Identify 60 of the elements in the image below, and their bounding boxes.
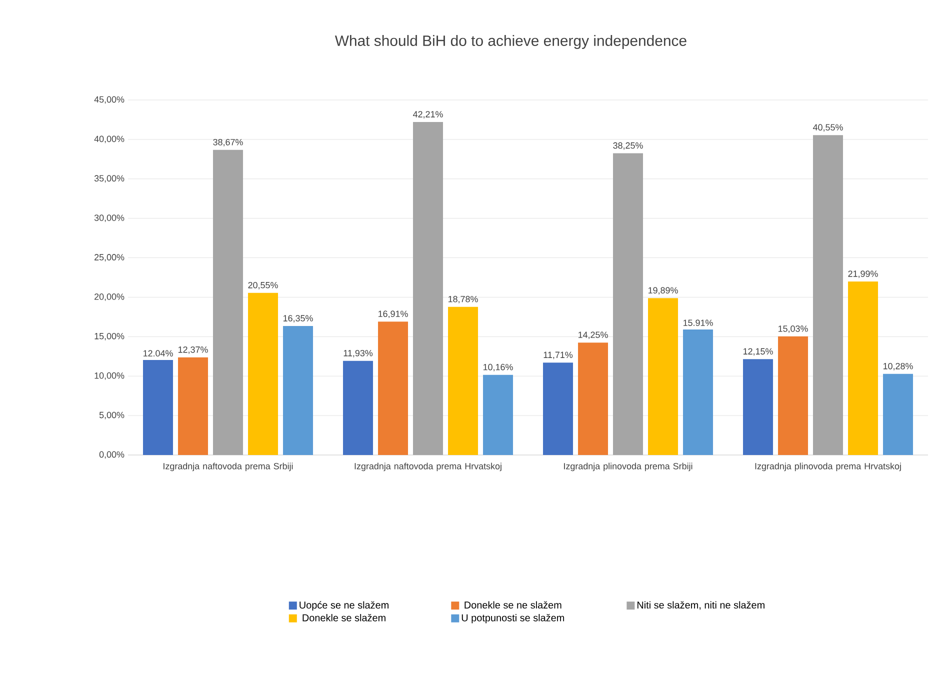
legend-label: Niti se slažem, niti ne slažem [637,601,764,610]
bar [248,292,278,455]
x-tick-label: Izgradnja naftovoda prema Hrvatskoj [354,462,502,472]
data-label: 10,16% [483,364,513,372]
bar [743,359,774,455]
y-tick-label: 15,00% [94,332,124,340]
bar [343,360,374,455]
data-label: 42,21% [413,111,443,118]
x-tick-label: Izgradnja naftovoda prema Srbiji [164,462,293,472]
data-label: 12.04% [143,350,173,356]
bar [683,329,714,455]
bar [578,342,608,455]
bar [848,282,878,455]
legend-label: U potpunosti se slažem [462,614,564,624]
data-label: 18,78% [448,296,478,304]
y-tick-label: 0,00% [99,451,124,459]
bar [543,362,574,455]
legend-label: Uopće se ne slažem [300,601,388,611]
data-label: 11,93% [344,350,373,358]
y-tick-label: 5,00% [99,412,124,420]
bar [778,336,808,455]
data-label: 16,35% [283,315,313,322]
data-label: 15,03% [778,325,808,333]
bar [413,122,444,455]
data-label: 12,15% [743,348,773,356]
bar [813,135,844,455]
data-label: 14,25% [578,332,608,340]
bar [143,360,174,455]
data-label: 40,55% [813,124,843,132]
y-tick-label: 40,00% [94,136,124,144]
data-label: 10,28% [883,362,913,370]
data-label: 20,55% [248,282,278,290]
y-tick-label: 45,00% [94,96,124,104]
bar [178,357,208,455]
bar [283,326,314,455]
x-tick-label: Izgradnja plinovoda prema Srbiji [564,462,692,472]
data-label: 11,71% [544,352,573,360]
bar [378,322,408,455]
data-label: 38,25% [613,142,643,150]
bar [648,298,678,455]
legend-label: Donekle se slažem [302,614,386,622]
data-label: 38,67% [213,138,243,146]
data-label: 15.91% [683,320,713,326]
bar [883,374,914,455]
data-label: 19,89% [648,287,678,295]
x-tick-label: Izgradnja plinovoda prema Hrvatskoj [755,462,901,472]
y-tick-label: 10,00% [94,372,124,380]
bar [448,306,478,455]
data-label: 21,99% [848,270,878,278]
y-tick-label: 35,00% [94,175,124,183]
y-tick-label: 20,00% [94,294,124,301]
data-label: 16,91% [378,310,408,318]
bar [613,153,644,455]
legend-label: Donekle se ne slažem [464,601,562,609]
y-tick-label: 25,00% [94,254,124,262]
chart-title: What should BiH do to achieve energy independence [334,35,686,49]
y-tick-label: 30,00% [94,214,124,222]
bar [483,374,514,455]
data-label: 12,37% [178,346,208,354]
bar [213,150,244,455]
